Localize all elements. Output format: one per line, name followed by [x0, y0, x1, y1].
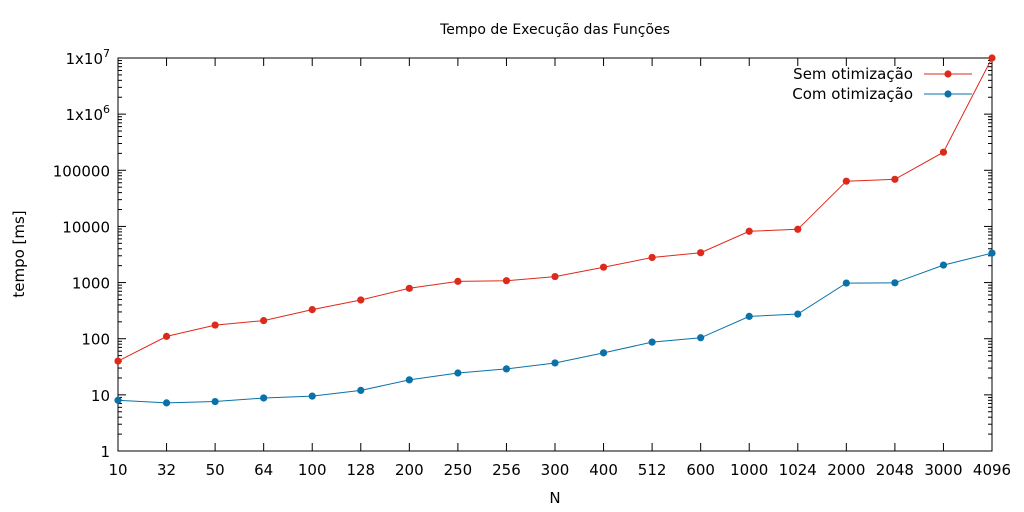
data-point	[405, 376, 413, 384]
x-tick-label: 200	[395, 461, 424, 479]
chart-title: Tempo de Execução das Funções	[439, 22, 670, 38]
x-tick-label: 128	[346, 461, 375, 479]
data-point	[599, 263, 608, 271]
data-point	[454, 277, 462, 285]
legend: Sem otimização Com otimização	[792, 65, 972, 103]
plot-frame	[117, 57, 993, 452]
y-tick-label: 100	[81, 331, 110, 349]
data-point	[648, 253, 656, 262]
series-layer	[114, 54, 996, 407]
data-point	[939, 148, 948, 156]
series-group	[114, 54, 996, 365]
y-axis: 1 10 100 1000 10000 100000 1x106 1x107	[53, 47, 992, 461]
x-tick-label: 10	[108, 461, 127, 479]
data-point	[745, 312, 753, 320]
legend-label: Sem otimização	[793, 65, 913, 83]
x-tick-label: 512	[638, 461, 667, 479]
x-tick-label: 300	[541, 461, 570, 479]
data-point	[502, 277, 511, 285]
x-tick-label: 50	[206, 461, 225, 479]
y-tick-label: 1x106	[65, 103, 110, 124]
y-tick-label: 1x107	[65, 47, 110, 68]
legend-marker	[944, 70, 952, 78]
data-point	[114, 357, 122, 365]
x-tick-label: 2000	[827, 461, 865, 479]
data-point	[891, 279, 899, 287]
data-point	[454, 369, 462, 377]
y-tick-label: 10000	[62, 218, 110, 236]
x-tick-label: 250	[444, 461, 473, 479]
data-point	[211, 397, 219, 406]
y-tick-label: 1	[100, 443, 110, 461]
data-point	[357, 296, 365, 304]
data-point	[114, 396, 122, 404]
data-point	[697, 249, 705, 257]
x-tick-label: 2048	[876, 461, 914, 479]
x-tick-label: 3000	[924, 461, 962, 479]
x-tick-label: 64	[254, 461, 273, 479]
series-line	[117, 57, 993, 362]
data-point	[648, 338, 656, 346]
y-tick-label: 10	[91, 387, 110, 405]
data-point	[551, 272, 559, 281]
y-tick-label: 1000	[72, 275, 110, 293]
x-tick-label: 600	[686, 461, 715, 479]
x-tick-label: 1024	[779, 461, 817, 479]
y-tick-label: 100000	[53, 162, 110, 180]
x-tick-label: 1000	[730, 461, 768, 479]
data-point	[357, 386, 365, 395]
data-point	[794, 225, 802, 233]
data-point	[308, 392, 316, 400]
data-point	[842, 177, 850, 185]
x-tick-label: 256	[492, 461, 521, 479]
x-axis: 10 32 50 64 100 128 200 250 256 300 400 512 600 1000 1…	[108, 58, 1011, 479]
x-tick-label: 4096	[973, 461, 1011, 479]
plot-border	[117, 57, 993, 452]
x-axis-label: N	[549, 489, 560, 507]
data-point	[260, 394, 268, 402]
data-point	[988, 249, 996, 257]
x-tick-label: 32	[157, 461, 176, 479]
data-point	[308, 306, 316, 314]
data-point	[988, 54, 996, 62]
data-point	[162, 332, 171, 340]
legend-marker	[944, 90, 952, 98]
data-point	[939, 261, 948, 269]
data-point	[745, 227, 753, 235]
data-point	[891, 175, 899, 183]
x-tick-label: 100	[298, 461, 327, 479]
y-axis-label: tempo [ms]	[10, 210, 28, 297]
data-point	[842, 279, 850, 287]
series-group	[114, 249, 996, 407]
x-tick-label: 400	[589, 461, 618, 479]
data-point	[162, 399, 171, 407]
legend-label: Com otimização	[792, 85, 913, 103]
data-point	[551, 359, 559, 367]
data-point	[697, 334, 705, 342]
data-point	[794, 310, 802, 318]
data-point	[405, 284, 413, 292]
data-point	[502, 365, 511, 373]
data-point	[260, 317, 268, 325]
data-point	[211, 321, 219, 329]
data-point	[599, 349, 608, 357]
